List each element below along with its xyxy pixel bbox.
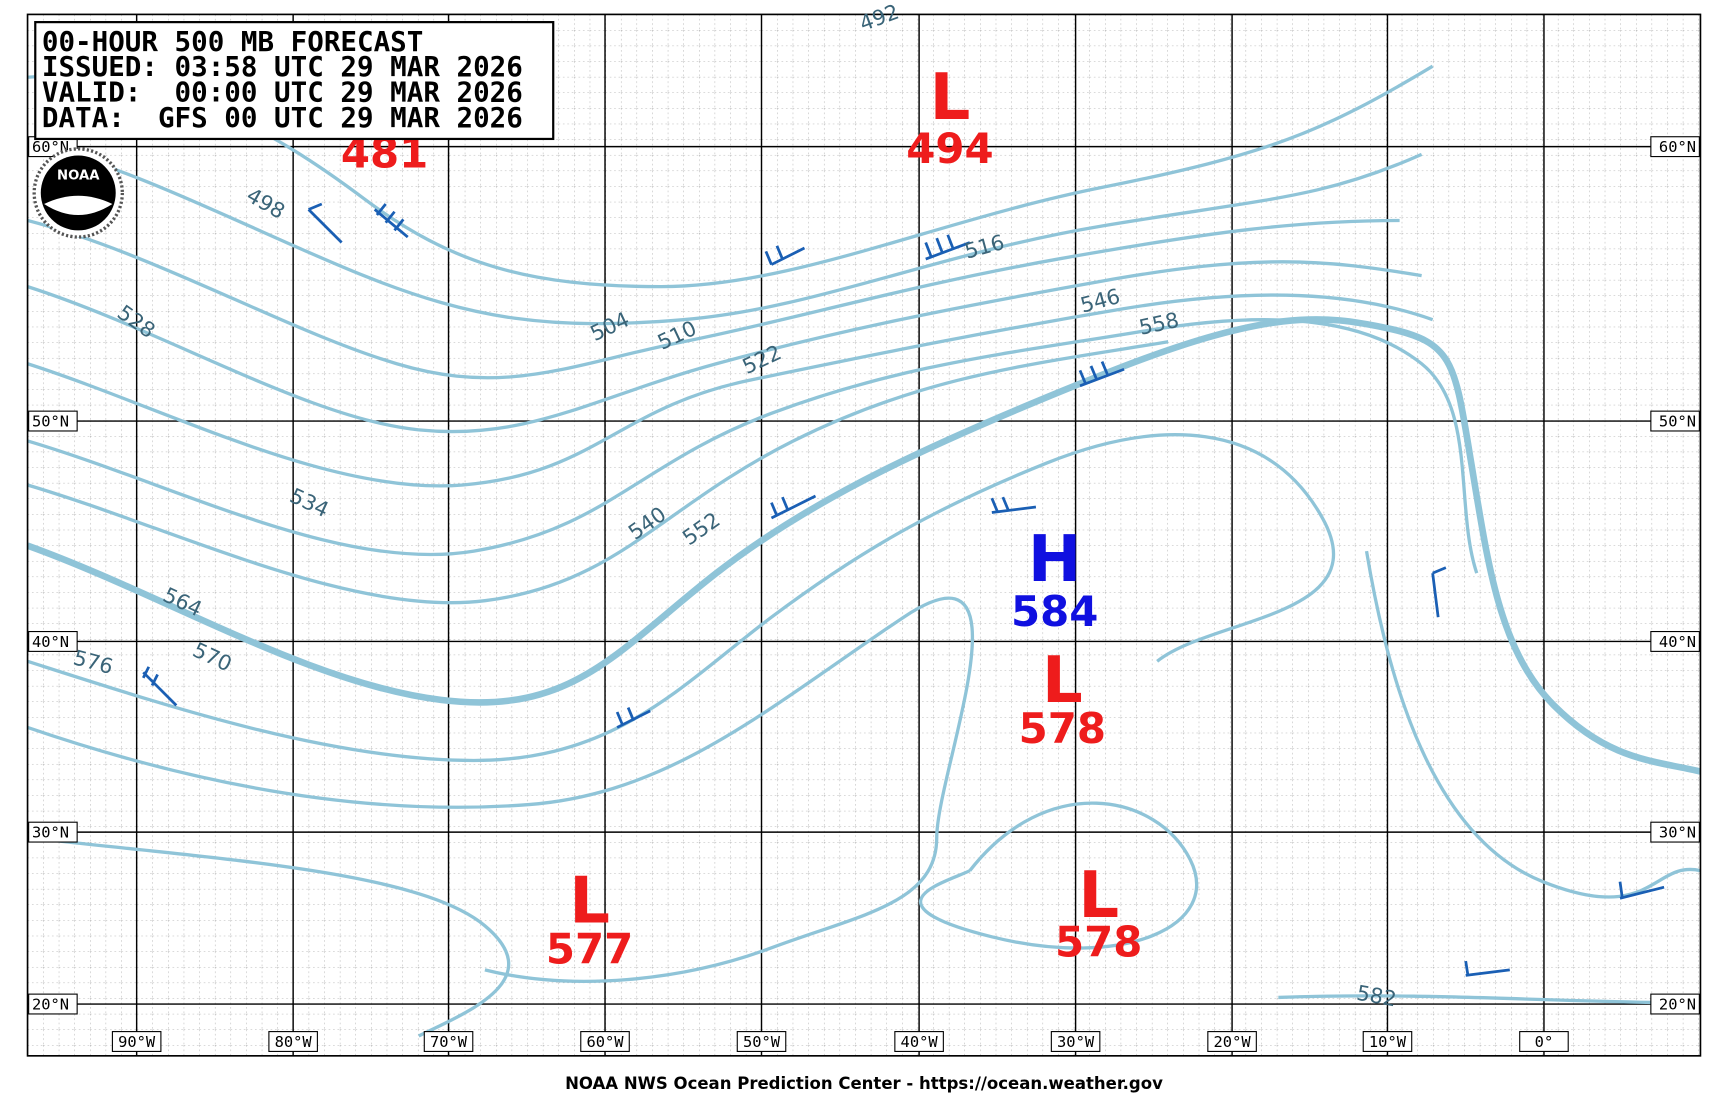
- wind-barb: [1618, 881, 1665, 900]
- header-line: VALID: 00:00 UTC 29 MAR 2026: [42, 76, 523, 108]
- header-line: DATA: GFS 00 UTC 29 MAR 2026: [42, 102, 523, 134]
- label-box: [28, 410, 78, 432]
- label-box: [28, 630, 78, 652]
- label-box: [736, 1031, 787, 1052]
- label-box: [28, 821, 78, 843]
- minor-grid: [27, 14, 1701, 1056]
- center-value: 578: [1019, 704, 1106, 753]
- center-symbol: L: [1078, 859, 1119, 933]
- lat-label: 50°N: [1659, 413, 1696, 431]
- lon-label: 70°W: [430, 1033, 468, 1051]
- wind-barb: [1078, 361, 1125, 388]
- contour-line: [27, 433, 1336, 763]
- wind-barbs: [142, 202, 1665, 977]
- center-value: 577: [546, 924, 633, 973]
- contour-line: [27, 260, 1422, 434]
- center-symbol: L: [1042, 644, 1083, 718]
- grid: [27, 14, 1701, 1056]
- lat-label: 20°N: [32, 996, 69, 1014]
- wind-barb: [770, 494, 817, 520]
- center-symbol: L: [569, 864, 610, 938]
- lat-label: 30°N: [32, 824, 69, 842]
- logo-text: NOAA: [57, 169, 100, 184]
- contour-line: [27, 318, 1479, 574]
- label-box: [1650, 136, 1700, 158]
- lat-label: 60°N: [32, 138, 69, 156]
- label-box: [580, 1031, 630, 1052]
- lon-label: 0°: [1535, 1033, 1554, 1051]
- contour-line: [27, 141, 1423, 326]
- contour-line: [27, 218, 1400, 380]
- label-box: [1362, 1031, 1413, 1052]
- contour-line: [27, 340, 1169, 605]
- contour-line: [919, 801, 1199, 950]
- contour-line: [1278, 994, 1701, 1005]
- label-box: [894, 1031, 944, 1052]
- lon-label: 50°W: [743, 1033, 781, 1051]
- center-value: 494: [906, 124, 993, 173]
- header-box: [34, 21, 555, 141]
- label-box: [111, 1031, 162, 1052]
- center-symbol: H: [1028, 523, 1081, 597]
- contour-line: [1364, 550, 1701, 899]
- label-box: [1650, 821, 1700, 843]
- wind-barb: [990, 496, 1037, 514]
- footer: NOAA NWS Ocean Prediction Center - https…: [565, 1074, 1163, 1093]
- label-box: [28, 993, 78, 1015]
- lon-label: 30°W: [1057, 1033, 1095, 1051]
- label-box: [423, 1031, 474, 1052]
- label-box: [1519, 1031, 1569, 1052]
- lat-label: 60°N: [1659, 138, 1696, 156]
- wind-barb: [924, 234, 971, 261]
- noaa-logo: NOAA: [32, 147, 124, 239]
- lon-label: 90°W: [118, 1033, 156, 1051]
- lat-label: 50°N: [32, 413, 69, 431]
- header-line: 00-HOUR 500 MB FORECAST: [42, 26, 423, 58]
- contour-line: [27, 835, 511, 1038]
- label-box: [1650, 410, 1700, 432]
- label-box: [1050, 1031, 1101, 1052]
- contour-line: [27, 316, 1701, 775]
- contour-line: [27, 293, 1434, 488]
- center-symbol: L: [930, 61, 971, 135]
- lat-label: 30°N: [1659, 824, 1696, 842]
- wind-barb: [615, 707, 651, 729]
- map-frame: [26, 13, 1702, 1057]
- wind-barb: [142, 666, 178, 707]
- wind-barb: [1464, 960, 1510, 977]
- lon-label: 20°W: [1214, 1033, 1252, 1051]
- wind-barb: [373, 203, 409, 239]
- lon-label: 60°W: [586, 1033, 624, 1051]
- lat-label: 40°N: [1659, 633, 1696, 651]
- header-line: ISSUED: 03:58 UTC 29 MAR 2026: [42, 51, 523, 83]
- center-value: 584: [1011, 587, 1098, 636]
- lat-label: 20°N: [1659, 996, 1696, 1014]
- lat-label: 40°N: [32, 633, 69, 651]
- label-box: [1650, 993, 1700, 1015]
- wind-barb: [1431, 566, 1447, 618]
- lon-label: 10°W: [1369, 1033, 1407, 1051]
- wind-barb: [764, 245, 806, 266]
- contour-line: [27, 596, 975, 983]
- label-box: [1650, 630, 1700, 652]
- center-value: 578: [1055, 918, 1142, 967]
- label-box: [268, 1031, 318, 1052]
- contours: [27, 64, 1701, 1038]
- lon-label: 80°W: [275, 1033, 313, 1051]
- label-box: [1207, 1031, 1257, 1052]
- lon-label: 40°W: [901, 1033, 939, 1051]
- wind-barb: [307, 202, 343, 244]
